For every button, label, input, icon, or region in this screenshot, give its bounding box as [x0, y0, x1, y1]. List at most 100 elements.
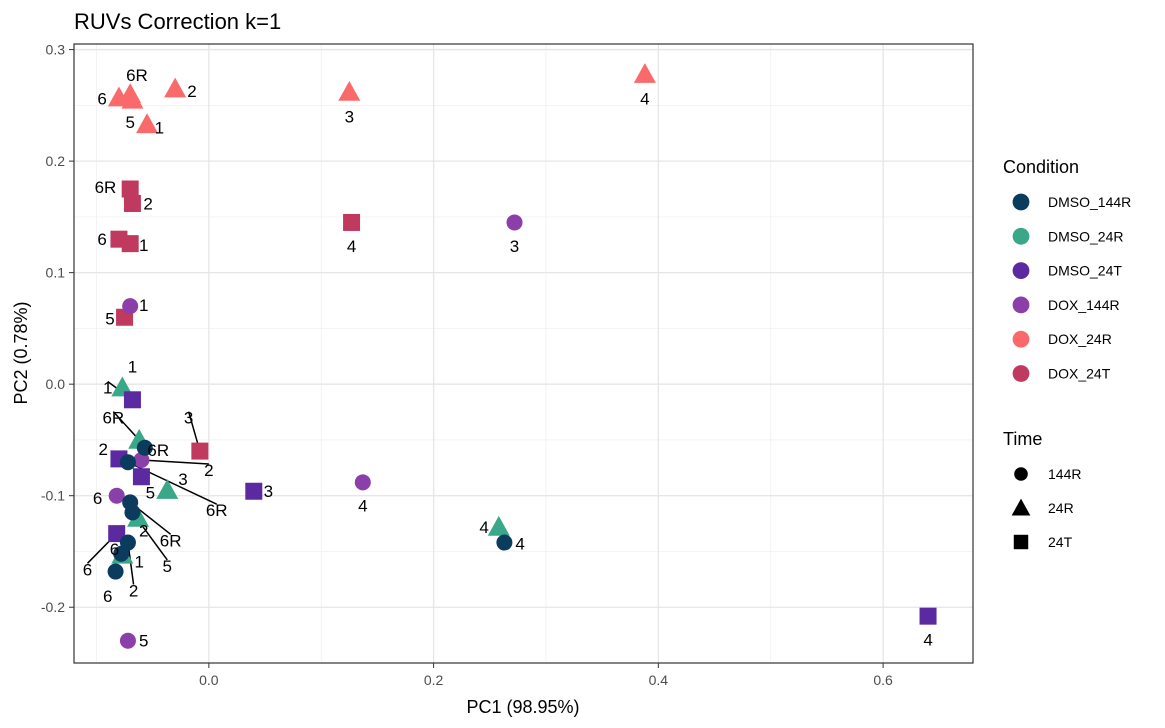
legend-label-time: 144R — [1048, 466, 1081, 482]
data-point — [164, 77, 187, 98]
data-point — [121, 235, 139, 253]
y-axis-title: PC2 (0.78%) — [11, 301, 31, 404]
data-point — [136, 113, 159, 134]
legend-key-condition — [1012, 193, 1030, 211]
legends: Condition DMSO_144R DMSO_24R DMSO_24T DOX_14… — [1003, 157, 1131, 550]
data-point — [119, 632, 136, 649]
legend-title-condition: Condition — [1003, 157, 1079, 177]
data-point — [123, 391, 141, 409]
data-point — [354, 474, 371, 491]
point-label: 1 — [134, 553, 143, 572]
x-axis-title: PC1 (98.95%) — [466, 697, 579, 717]
data-point — [107, 563, 124, 580]
chart-title: RUVs Correction k=1 — [74, 9, 281, 34]
data-point — [132, 468, 150, 486]
data-point — [191, 442, 209, 460]
x-axis-ticks: 0.0 0.2 0.4 0.6 — [199, 663, 893, 688]
legend-label-time: 24T — [1048, 534, 1073, 550]
point-label: 5 — [146, 483, 155, 502]
data-point — [124, 504, 141, 521]
y-tick-label: -0.2 — [41, 599, 65, 615]
point-label: 5 — [105, 309, 114, 328]
data-point — [496, 534, 513, 551]
point-label: 6 — [93, 489, 102, 508]
point-label: 6 — [83, 560, 92, 579]
legend-label-condition: DMSO_24R — [1048, 228, 1123, 244]
y-tick-label: 0.3 — [46, 42, 66, 58]
data-point — [108, 525, 126, 543]
point-label: 6 — [103, 587, 112, 606]
data-point — [121, 180, 139, 198]
point-label: 4 — [923, 631, 932, 650]
legend-title-time: Time — [1003, 429, 1042, 449]
point-label: 4 — [358, 497, 367, 516]
legend-label-condition: DMSO_144R — [1048, 194, 1131, 210]
legend-label-condition: DMSO_24T — [1048, 263, 1122, 279]
legend-key-condition — [1012, 262, 1030, 279]
point-label: 3 — [184, 409, 193, 428]
legend-key-time — [1011, 498, 1031, 516]
data-point — [122, 298, 139, 315]
point-label: 1 — [139, 236, 148, 255]
data-point — [107, 86, 130, 107]
point-label: 4 — [347, 237, 356, 256]
point-label: 3 — [510, 237, 519, 256]
grid-minor — [74, 44, 973, 664]
point-label: 6 — [97, 230, 106, 249]
legend-key-condition — [1012, 330, 1030, 348]
x-tick-label: 0.4 — [649, 672, 669, 688]
legend-label-condition: DOX_24T — [1048, 366, 1111, 382]
label-leader-line — [112, 411, 140, 441]
point-label: 5 — [163, 557, 172, 576]
point-label: 6R — [147, 441, 169, 460]
x-tick-label: 0.6 — [873, 672, 893, 688]
grid-major — [74, 44, 973, 663]
data-point — [343, 213, 361, 231]
y-axis-ticks: -0.2 -0.1 0.0 0.1 0.2 0.3 — [41, 42, 74, 615]
data-point — [245, 482, 263, 500]
point-label: 5 — [125, 113, 134, 132]
legend-label-condition: DOX_24R — [1048, 331, 1112, 347]
point-label: 2 — [143, 194, 152, 213]
point-label: 1 — [139, 296, 148, 315]
data-point — [156, 479, 179, 499]
point-label: 3 — [178, 470, 187, 489]
y-tick-label: 0.2 — [46, 153, 66, 169]
label-leader-line — [141, 459, 209, 465]
legend-label-condition: DOX_144R — [1048, 297, 1120, 313]
data-point — [487, 515, 510, 536]
point-label: 2 — [204, 461, 213, 480]
point-label: 4 — [479, 518, 488, 537]
y-tick-label: -0.1 — [41, 488, 65, 504]
data-point — [133, 452, 150, 469]
legend-key-time — [1013, 534, 1029, 550]
point-label: 3 — [345, 107, 354, 126]
point-label: 5 — [139, 632, 148, 651]
data-points — [107, 63, 937, 649]
legend-label-time: 24R — [1048, 500, 1074, 516]
point-label: 6 — [97, 90, 106, 109]
data-point — [338, 80, 361, 101]
point-label: 4 — [640, 90, 649, 109]
point-label: 6R — [126, 66, 148, 85]
x-tick-label: 0.2 — [424, 672, 444, 688]
x-tick-label: 0.0 — [199, 672, 219, 688]
legend-key-time — [1014, 467, 1028, 481]
data-point — [108, 487, 125, 504]
data-point — [123, 194, 141, 212]
point-label: 6R — [95, 178, 117, 197]
y-tick-label: 0.1 — [46, 265, 66, 281]
point-label: 6R — [206, 501, 228, 520]
data-point — [119, 454, 136, 471]
point-label: 2 — [129, 582, 138, 601]
point-label: 2 — [98, 440, 107, 459]
point-label: 4 — [515, 535, 524, 554]
plot-panel — [74, 44, 973, 663]
data-point — [506, 214, 523, 231]
plot-border — [73, 43, 974, 664]
point-label: 1 — [155, 119, 164, 138]
point-label: 3 — [264, 482, 273, 501]
data-point — [919, 607, 937, 625]
legend-key-condition — [1012, 365, 1030, 382]
